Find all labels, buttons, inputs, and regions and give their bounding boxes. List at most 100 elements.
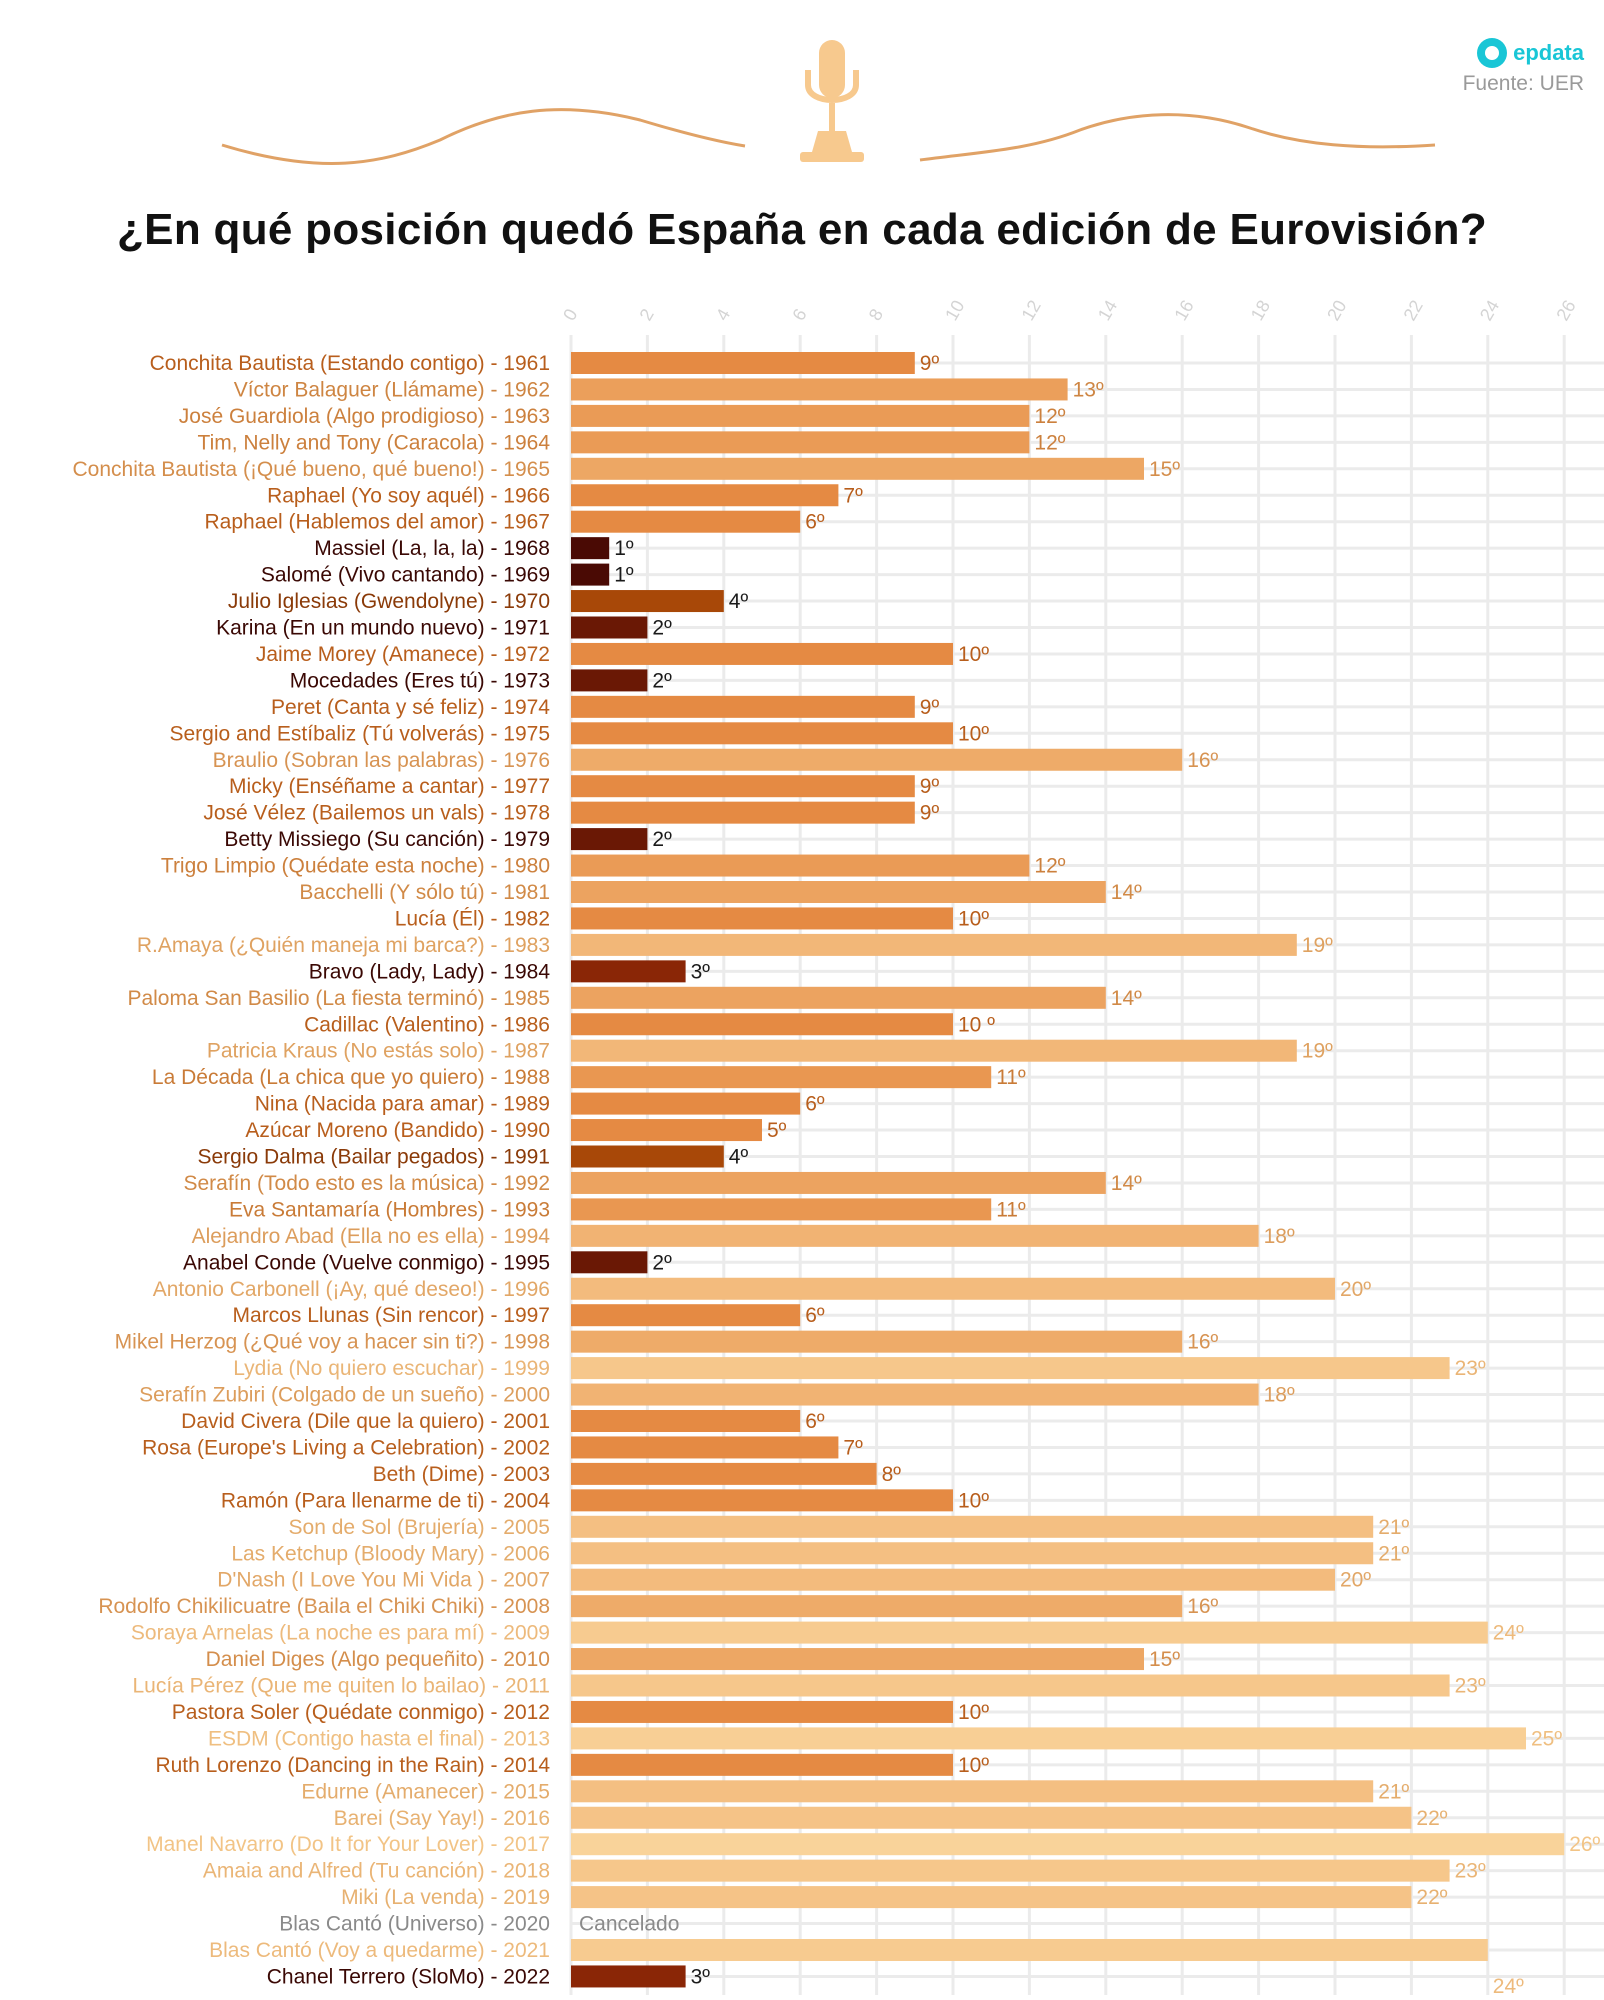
epdata-logo-icon	[1477, 38, 1508, 68]
category-label: Bravo (Lady, Lady) - 1984	[309, 960, 551, 983]
category-label: Chanel Terrero (SloMo) - 2022	[267, 1965, 550, 1988]
bar	[571, 431, 1030, 454]
brand: epdata	[1477, 38, 1584, 68]
bar	[571, 1648, 1144, 1671]
bar	[571, 563, 610, 586]
value-label: 26º	[1569, 1833, 1600, 1856]
x-tick-label: 10	[941, 297, 968, 324]
value-label: 14º	[1111, 1172, 1142, 1195]
x-tick-label: 6	[788, 305, 810, 324]
value-label: 21º	[1378, 1780, 1409, 1803]
bar	[571, 1674, 1450, 1697]
bar	[571, 1198, 992, 1221]
value-label: 6º	[805, 1093, 825, 1116]
value-label: 9º	[920, 775, 940, 798]
bar	[571, 1410, 801, 1432]
category-label: Mocedades (Eres tú) - 1973	[290, 669, 550, 692]
category-label: Daniel Diges (Algo pequeñito) - 2010	[206, 1648, 550, 1671]
bar	[571, 828, 648, 851]
value-label: 23º	[1455, 1675, 1486, 1698]
bar	[571, 1277, 1335, 1300]
decorative-header	[221, 40, 1436, 165]
value-label: 20º	[1340, 1569, 1371, 1592]
bar	[571, 642, 953, 665]
bar	[571, 1595, 1183, 1618]
value-label: 24º	[1493, 1622, 1524, 1645]
category-label: Soraya Arnelas (La noche es para mí) - 2…	[131, 1622, 550, 1645]
category-label: R.Amaya (¿Quién maneja mi barca?) - 1983	[137, 934, 550, 957]
category-label: Pastora Soler (Quédate conmigo) - 2012	[172, 1701, 550, 1724]
bar	[571, 1145, 724, 1168]
value-label: 2º	[652, 1251, 672, 1274]
bar	[571, 1066, 992, 1089]
value-label: 10 º	[958, 1013, 995, 1036]
bar	[571, 510, 801, 533]
value-label: 23º	[1455, 1860, 1486, 1883]
bar	[571, 1039, 1297, 1062]
value-label: 16º	[1187, 1595, 1218, 1618]
left-ornament-wave	[221, 108, 746, 165]
value-label: 2º	[652, 669, 672, 692]
bar	[571, 722, 953, 745]
category-label: Sergio and Estíbaliz (Tú volverás) - 197…	[169, 722, 550, 745]
value-label: 14º	[1111, 987, 1142, 1010]
category-label: Braulio (Sobran las palabras) - 1976	[213, 749, 550, 772]
x-tick-label: 22	[1400, 297, 1427, 324]
category-label: Manel Navarro (Do It for Your Lover) - 2…	[146, 1833, 550, 1856]
x-tick-label: 16	[1170, 297, 1197, 324]
category-label: Eva Santamaría (Hombres) - 1993	[229, 1198, 550, 1221]
category-label: Las Ketchup (Bloody Mary) - 2006	[231, 1542, 550, 1565]
category-label: Patricia Kraus (No estás solo) - 1987	[207, 1040, 550, 1063]
category-label: Salomé (Vivo cantando) - 1969	[261, 564, 550, 587]
category-label: Antonio Carbonell (¡Ay, qué deseo!) - 19…	[153, 1278, 550, 1301]
bar	[571, 775, 915, 798]
category-label: Karina (En un mundo nuevo) - 1971	[216, 617, 550, 640]
bar	[571, 1542, 1374, 1565]
value-label: 21º	[1378, 1542, 1409, 1565]
category-label: Lucía (Él) - 1982	[395, 907, 550, 930]
category-label: Rodolfo Chikilicuatre (Baila el Chiki Ch…	[98, 1595, 550, 1618]
value-label: 11º	[996, 1198, 1026, 1221]
category-label: Azúcar Moreno (Bandido) - 1990	[245, 1119, 550, 1142]
value-label: 18º	[1264, 1384, 1295, 1407]
value-label: 9º	[920, 352, 940, 375]
category-label: Barei (Say Yay!) - 2016	[334, 1807, 550, 1830]
value-label: 22º	[1416, 1886, 1447, 1909]
value-label: 24º	[1493, 1975, 1524, 1998]
value-label: 7º	[843, 484, 863, 507]
bar	[571, 1780, 1374, 1803]
category-label: Nina (Nacida para amar) - 1989	[255, 1093, 550, 1116]
bar	[571, 404, 1030, 427]
category-label: Marcos Llunas (Sin rencor) - 1997	[233, 1304, 550, 1327]
value-label: 19º	[1302, 1040, 1333, 1063]
bar	[571, 1357, 1450, 1380]
value-label: 1º	[614, 537, 634, 560]
bar	[571, 1251, 648, 1274]
value-label: 6º	[805, 1304, 825, 1327]
bar	[571, 748, 1183, 771]
value-label: 4º	[729, 1146, 749, 1169]
category-label: Micky (Enséñame a cantar) - 1977	[229, 775, 550, 798]
bar	[571, 1833, 1565, 1856]
category-label: Bacchelli (Y sólo tú) - 1981	[299, 881, 550, 904]
bar	[571, 352, 915, 374]
category-label: Beth (Dime) - 2003	[373, 1463, 550, 1486]
bar	[571, 457, 1144, 480]
bar	[571, 1621, 1488, 1644]
x-tick-label: 26	[1552, 297, 1579, 324]
category-label: Cadillac (Valentino) - 1986	[304, 1013, 550, 1036]
category-label: José Guardiola (Algo prodigioso) - 1963	[179, 405, 550, 428]
category-label: ESDM (Contigo hasta el final) - 2013	[208, 1727, 550, 1750]
x-tick-label: 14	[1094, 297, 1121, 324]
x-tick-label: 8	[865, 305, 887, 324]
bar	[571, 1092, 801, 1115]
bar	[571, 933, 1297, 956]
category-label: Paloma San Basilio (La fiesta terminó) -…	[127, 987, 550, 1010]
category-label: Jaime Morey (Amanece) - 1972	[256, 643, 550, 666]
bar	[571, 1806, 1412, 1829]
category-label: Amaia and Alfred (Tu canción) - 2018	[203, 1860, 550, 1883]
value-label: 14º	[1111, 881, 1142, 904]
value-label: 16º	[1187, 1331, 1218, 1354]
value-label: 25º	[1531, 1727, 1562, 1750]
bar	[571, 854, 1030, 877]
